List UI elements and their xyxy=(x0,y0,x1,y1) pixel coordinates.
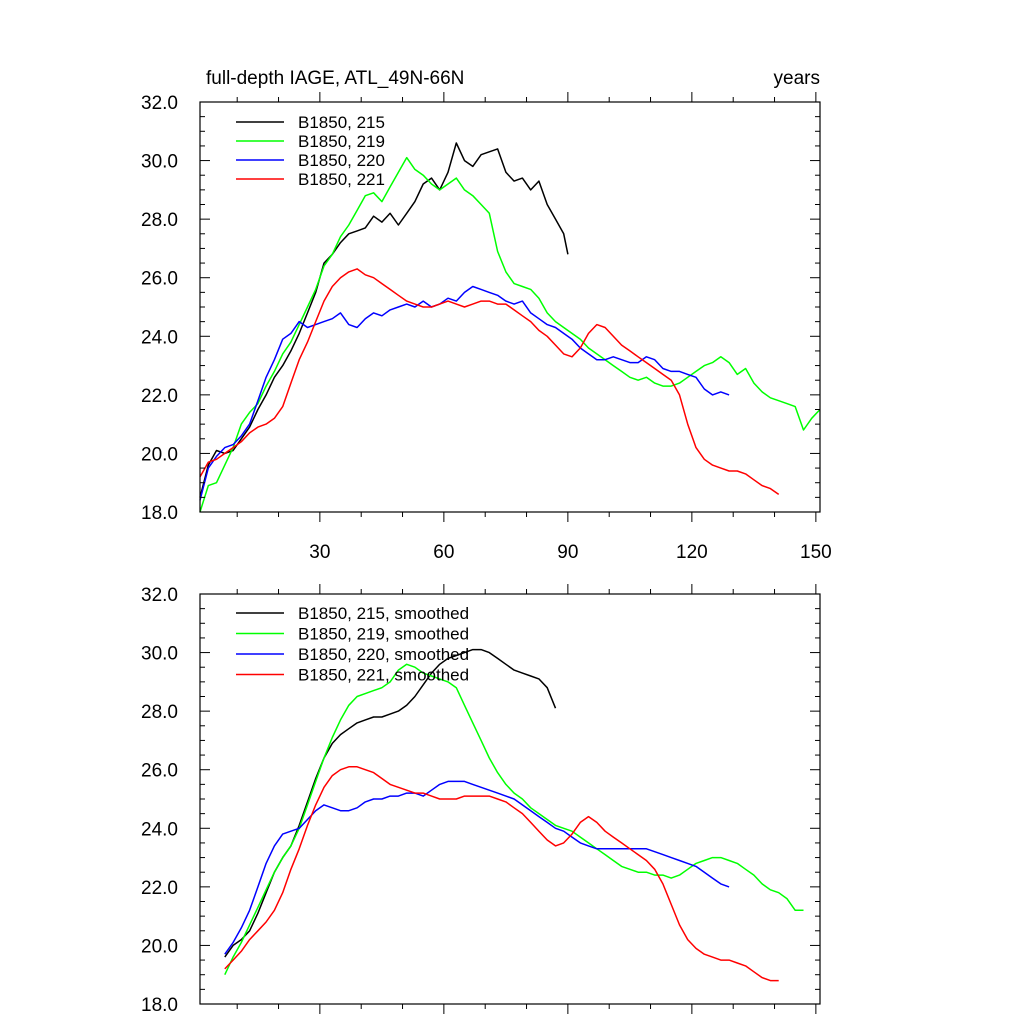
series-layer xyxy=(199,142,821,513)
y-tick-label: 24.0 xyxy=(141,819,178,840)
y-tick-label: 18.0 xyxy=(141,995,178,1016)
y-tick-label: 28.0 xyxy=(141,210,178,231)
y-tick-label: 20.0 xyxy=(141,444,178,465)
x-tick-label: 60 xyxy=(433,542,454,563)
ticks-layer: 18.0 20.0 22.0 24.0 26.0 28.0 30.0 32.0 30 60 90 12… xyxy=(141,92,832,563)
y-tick-label: 32.0 xyxy=(141,585,178,606)
legend-label-b1850-219: B1850, 219 xyxy=(298,132,385,151)
legend-label-b1850-221: B1850, 221 xyxy=(298,170,385,189)
y-tick-label: 26.0 xyxy=(141,269,178,290)
y-tick-label: 22.0 xyxy=(141,386,178,407)
ticks-layer: 18.0 20.0 22.0 24.0 26.0 28.0 30.0 32.0 xyxy=(141,584,820,1016)
legend: B1850, 215, smoothed B1850, 219, smoothed… xyxy=(236,604,469,685)
y-tick-label: 30.0 xyxy=(141,152,178,173)
legend-label-b1850-220-smoothed: B1850, 220, smoothed xyxy=(298,645,469,664)
legend-label-b1850-220: B1850, 220 xyxy=(298,151,385,170)
series-line-b1850-221 xyxy=(199,268,780,496)
series-line-b1850-220 xyxy=(199,285,730,501)
legend-label-b1850-215: B1850, 215 xyxy=(298,113,385,132)
legend-label-b1850-221-smoothed: B1850, 221, smoothed xyxy=(298,666,469,685)
x-tick-label: 90 xyxy=(557,542,578,563)
panel-title-right: years xyxy=(774,68,820,89)
y-tick-label: 18.0 xyxy=(141,503,178,524)
series-line-b1850-219 xyxy=(199,156,821,513)
series-line-b1850-221-smoothed xyxy=(224,766,779,982)
x-tick-label: 30 xyxy=(309,542,330,563)
y-tick-label: 22.0 xyxy=(141,878,178,899)
y-tick-label: 26.0 xyxy=(141,761,178,782)
y-tick-label: 24.0 xyxy=(141,327,178,348)
series-line-b1850-215 xyxy=(199,142,569,498)
panel-bottom: 18.0 20.0 22.0 24.0 26.0 28.0 30.0 32.0 B1850, … xyxy=(141,584,821,1016)
panel-title-left: full-depth IAGE, ATL_49N-66N xyxy=(206,68,464,89)
x-tick-label: 150 xyxy=(800,542,832,563)
legend-label-b1850-215-smoothed: B1850, 215, smoothed xyxy=(298,604,469,623)
y-tick-label: 20.0 xyxy=(141,936,178,957)
legend-label-b1850-219-smoothed: B1850, 219, smoothed xyxy=(298,625,469,644)
series-line-b1850-219-smoothed xyxy=(224,663,804,976)
y-tick-label: 32.0 xyxy=(141,93,178,114)
plot-frame xyxy=(199,593,821,1005)
y-tick-label: 30.0 xyxy=(141,644,178,665)
panel-top: full-depth IAGE, ATL_49N-66N years 18.0 2… xyxy=(141,68,832,563)
y-tick-label: 28.0 xyxy=(141,702,178,723)
x-tick-label: 120 xyxy=(676,542,708,563)
series-layer xyxy=(224,648,804,982)
plot-frame xyxy=(199,101,821,513)
series-line-b1850-220-smoothed xyxy=(224,780,730,955)
